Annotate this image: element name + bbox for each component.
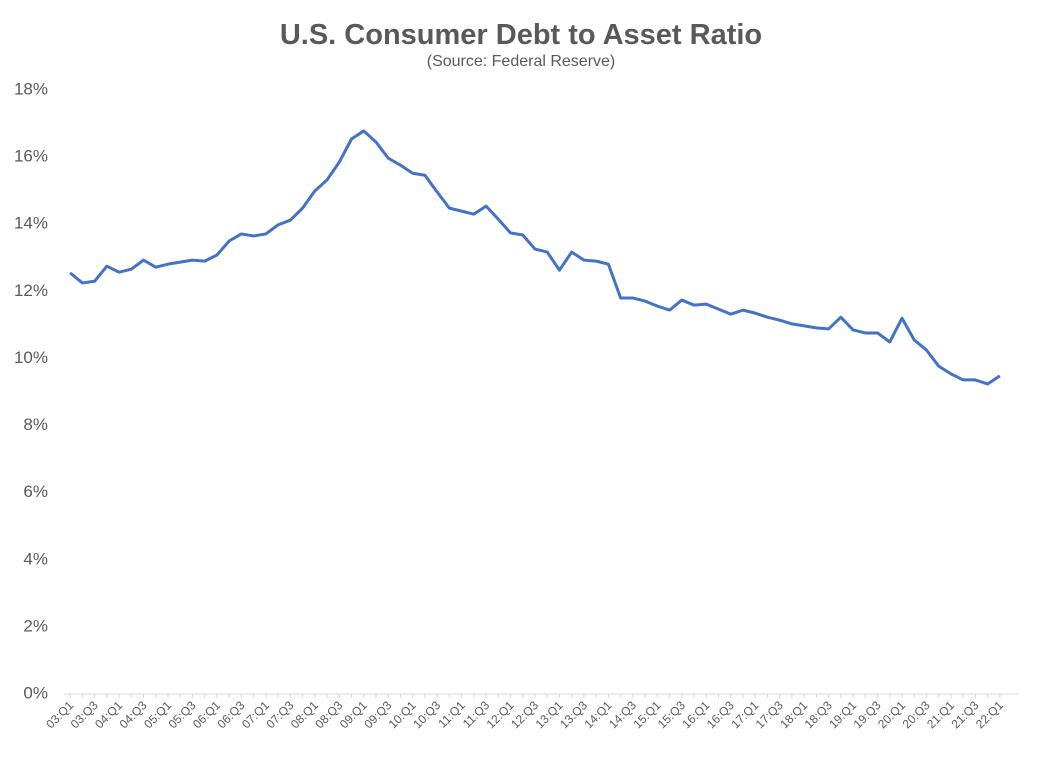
y-tick-label: 6% — [23, 482, 48, 501]
y-tick-label: 18% — [14, 79, 48, 98]
y-tick-label: 2% — [23, 616, 48, 635]
y-tick-label: 0% — [23, 683, 48, 702]
y-tick-label: 16% — [14, 147, 48, 166]
y-tick-label: 4% — [23, 549, 48, 568]
y-tick-label: 12% — [14, 281, 48, 300]
y-tick-label: 8% — [23, 415, 48, 434]
y-tick-label: 14% — [14, 214, 48, 233]
chart-subtitle: (Source: Federal Reserve) — [427, 53, 616, 70]
chart-title: U.S. Consumer Debt to Asset Ratio — [280, 19, 762, 51]
data-line — [69, 129, 1001, 386]
y-tick-label: 10% — [14, 348, 48, 367]
